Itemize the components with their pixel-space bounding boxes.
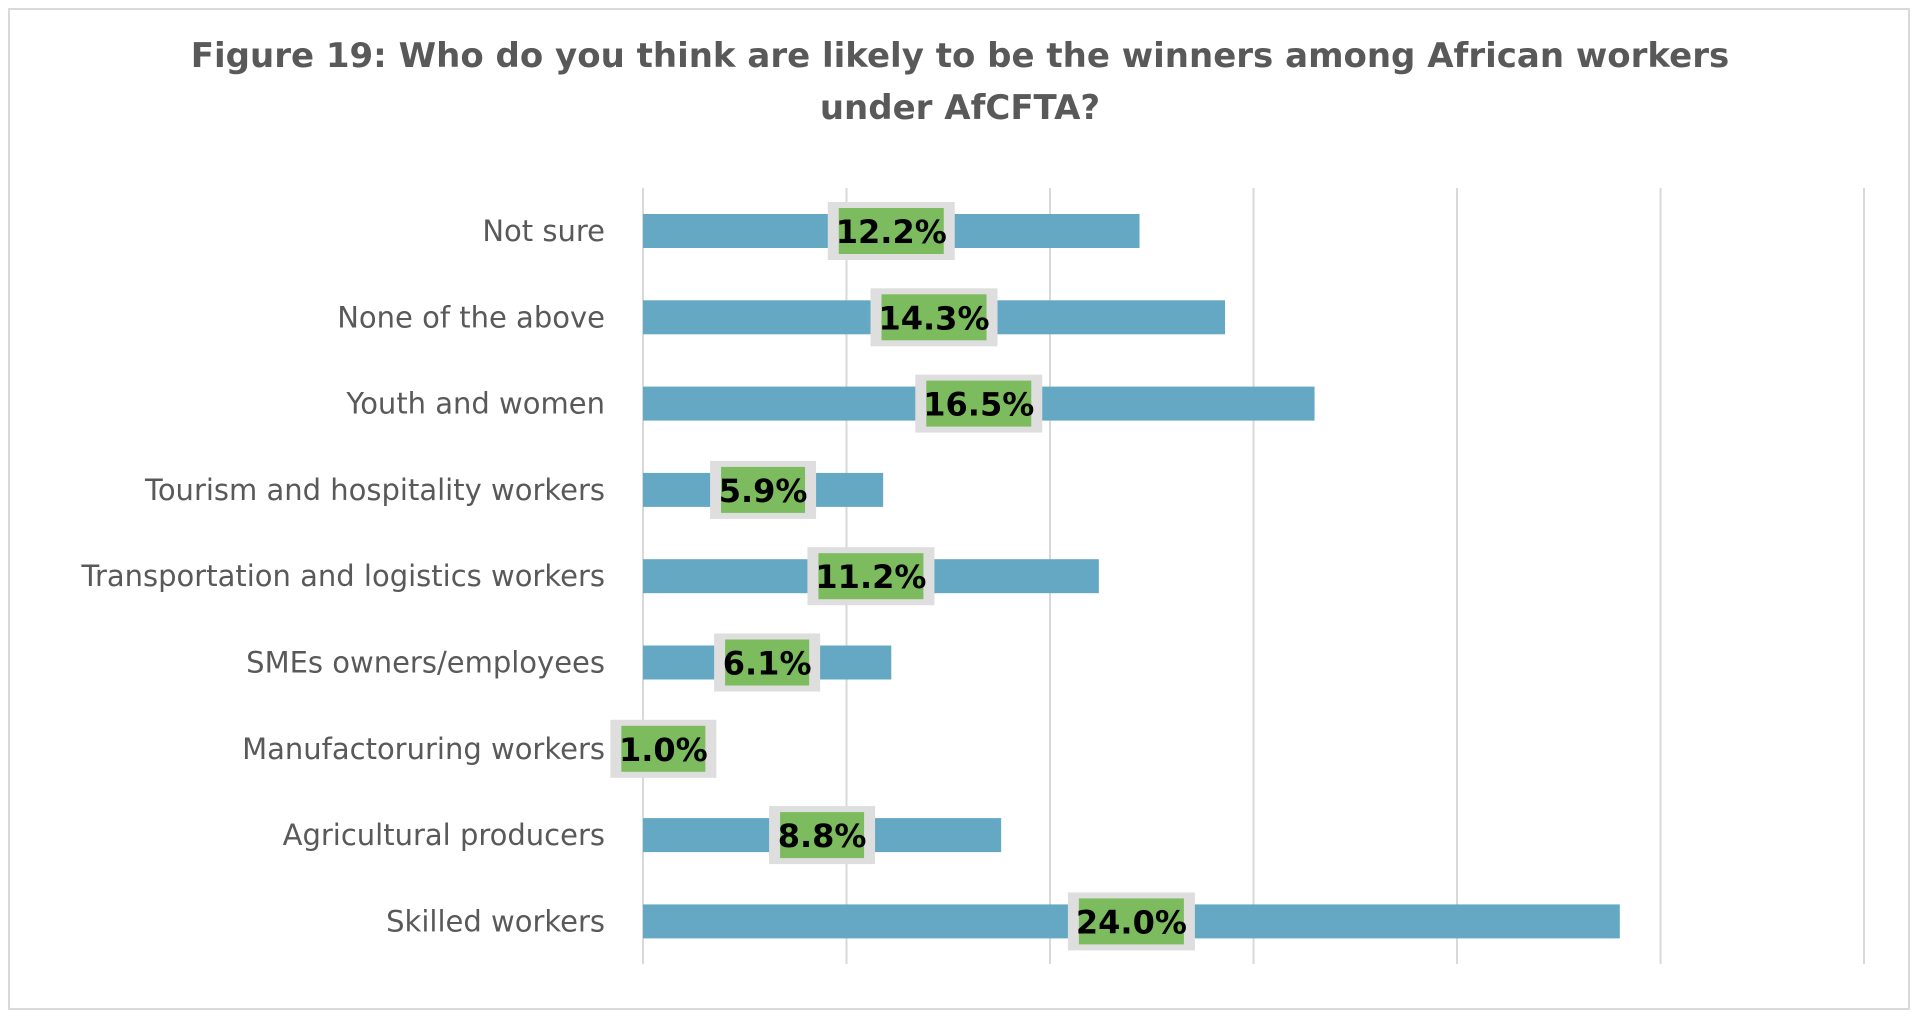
data-label-4: 11.2% — [815, 558, 926, 596]
data-labels: 12.2% 14.3% 16.5% 5.9% 11.2% 6.1% 1.0% 8.8% 24.0… — [610, 202, 1195, 951]
chart-title: Figure 19: Who do you think are likely t… — [0, 30, 1920, 134]
data-label-box-3 — [721, 466, 806, 513]
category-label-3: Tourism and hospitality workers — [144, 473, 605, 507]
category-label-7: Agricultural producers — [283, 818, 605, 852]
data-label-box-6 — [621, 725, 706, 772]
data-label-3: 5.9% — [719, 472, 808, 510]
data-label-box-1 — [881, 294, 987, 341]
chart-title-line-1: Figure 19: Who do you think are likely t… — [190, 36, 1730, 76]
data-label-box-4 — [818, 553, 924, 600]
data-label-8: 24.0% — [1076, 903, 1187, 941]
data-label-0: 12.2% — [836, 213, 947, 251]
category-label-0: Not sure — [482, 214, 605, 248]
data-label-box-8 — [1078, 898, 1184, 945]
category-label-8: Skilled workers — [386, 904, 605, 938]
data-label-box-2 — [926, 380, 1032, 427]
data-label-box-0 — [838, 208, 944, 254]
data-label-box-5 — [725, 639, 810, 686]
data-label-6: 1.0% — [619, 731, 708, 769]
chart-title-line-2: under AfCFTA? — [819, 88, 1101, 128]
data-label-5: 6.1% — [723, 645, 812, 683]
category-label-6: Manufactoruring workers — [242, 732, 605, 766]
data-label-2: 16.5% — [923, 386, 1034, 424]
category-labels: Not sure None of the above Youth and women… — [81, 214, 606, 938]
category-label-5: SMEs owners/employees — [246, 646, 605, 680]
category-label-2: Youth and women — [345, 387, 605, 421]
data-label-box-7 — [780, 812, 865, 859]
data-label-7: 8.8% — [778, 817, 867, 855]
category-label-1: None of the above — [337, 300, 605, 334]
category-label-4: Transportation and logistics workers — [81, 559, 606, 593]
data-label-1: 14.3% — [878, 299, 989, 337]
